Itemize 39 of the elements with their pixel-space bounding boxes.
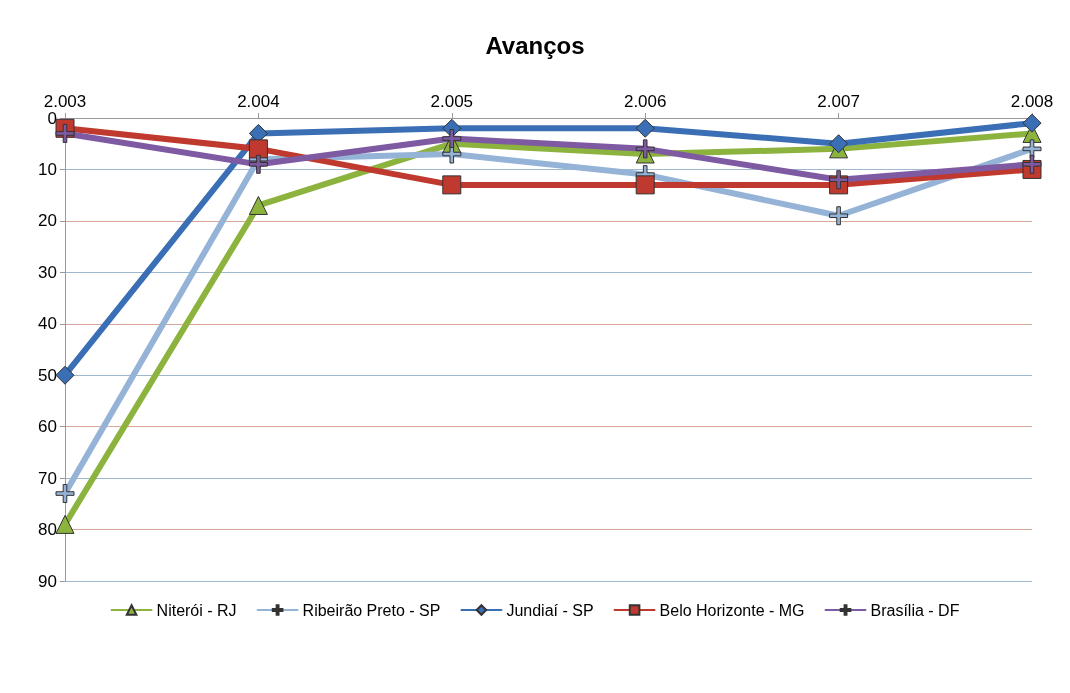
y-tick-label: 70 xyxy=(38,468,57,488)
point xyxy=(1022,154,1042,174)
y-tick-label: 20 xyxy=(38,211,57,231)
point xyxy=(829,206,849,226)
y-tick-label: 10 xyxy=(38,159,57,179)
point xyxy=(248,195,268,215)
legend-label: Ribeirão Preto - SP xyxy=(302,601,441,619)
legend-label: Brasília - DF xyxy=(870,601,960,619)
point xyxy=(1022,113,1042,133)
point xyxy=(635,118,655,138)
x-tick-label: 2.004 xyxy=(237,92,280,111)
point xyxy=(829,134,849,154)
x-tick-label: 2.008 xyxy=(1010,92,1054,111)
y-tick-label: 60 xyxy=(38,417,57,437)
legend-label: Belo Horizonte - MG xyxy=(659,601,805,619)
x-tick-label: 2.003 xyxy=(43,92,87,111)
legend-label: Jundiaí - SP xyxy=(506,601,594,619)
y-tick-label: 50 xyxy=(38,365,57,385)
point xyxy=(55,484,75,504)
x-tick-label: 2.007 xyxy=(817,92,860,111)
point xyxy=(55,365,75,385)
y-tick-label: 90 xyxy=(38,571,57,591)
point xyxy=(248,154,268,174)
legend-label: Niterói - RJ xyxy=(156,601,237,619)
x-tick-label: 2.006 xyxy=(623,92,667,111)
point xyxy=(442,129,462,149)
chart-title: Avanços xyxy=(485,31,585,59)
point xyxy=(248,139,268,159)
point xyxy=(55,514,75,534)
y-tick-label: 30 xyxy=(38,262,57,282)
point xyxy=(442,175,462,195)
point xyxy=(55,123,75,143)
point xyxy=(635,139,655,159)
point xyxy=(635,175,655,195)
y-tick-label: 0 xyxy=(47,108,57,128)
x-tick-label: 2.005 xyxy=(430,92,474,111)
y-tick-label: 80 xyxy=(38,520,57,540)
point xyxy=(829,170,849,190)
y-tick-label: 40 xyxy=(38,314,57,334)
